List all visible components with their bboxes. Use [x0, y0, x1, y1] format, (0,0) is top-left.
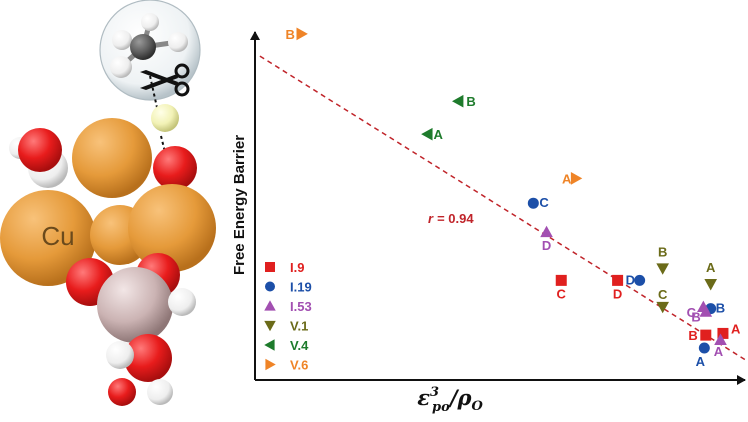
point-label-v-1-c: C [658, 287, 668, 302]
point-i-53-a [714, 333, 727, 345]
legend: I.9 I.19 I.53 V.1 V.4 V.6 [264, 260, 312, 373]
point-label-i-19-b: B [716, 301, 725, 316]
correlation-annotation: r = 0.94 [428, 211, 474, 226]
point-i-19-c [527, 197, 539, 209]
x-label-sep: / [448, 385, 460, 410]
point-i-53-d [540, 225, 553, 238]
legend-marker-i-9 [265, 262, 275, 272]
legend-marker-i-19 [265, 281, 275, 292]
point-label-i-53-d: D [542, 238, 551, 253]
molecule-illustration: Cu [0, 0, 216, 406]
point-i-9-c [555, 274, 567, 286]
legend-label-i-9: I.9 [290, 260, 304, 275]
fit-line [259, 55, 746, 361]
scissors-icon [140, 63, 190, 97]
point-v-1-b [656, 263, 670, 275]
point-label-v-1-a: A [706, 260, 716, 275]
point-label-i-53-a: A [714, 344, 724, 359]
point-label-i-9-b: B [688, 328, 697, 343]
point-v-4-b [452, 94, 464, 108]
point-v-1-a [704, 279, 718, 291]
cu-label: Cu [41, 221, 74, 251]
x-label-base: ε [417, 385, 430, 410]
point-v-6-b [296, 27, 308, 41]
legend-marker-i-53 [264, 300, 276, 311]
point-i-9-b [700, 329, 712, 341]
legend-label-v-4: V.4 [290, 338, 309, 353]
point-label-v-6-a: A [562, 171, 572, 186]
legend-label-v-1: V.1 [290, 319, 308, 334]
point-label-i-9-a: A [731, 321, 741, 336]
point-label-i-53-c: C [687, 305, 697, 320]
point-i-19-a [698, 342, 710, 354]
point-label-i-9-c: C [557, 286, 567, 301]
point-i-19-d [634, 274, 646, 286]
point-label-i-19-c: C [539, 195, 549, 210]
point-i-9-a [717, 327, 729, 339]
point-label-i-9-d: D [613, 286, 622, 301]
x-label-den-sub: O [471, 399, 483, 414]
point-v-6-a [570, 172, 583, 185]
methane-bubble [99, 0, 201, 101]
point-label-v-4-a: A [433, 127, 443, 142]
chart: Free Energy Barrier ε3 po/ρO r = 0.94 ABC D… [231, 27, 746, 415]
point-label-v-6-b: B [286, 27, 295, 42]
x-label-sub: po [432, 400, 450, 415]
legend-label-i-53: I.53 [290, 299, 312, 314]
point-label-i-19-a: A [696, 354, 706, 369]
dopant-atom [151, 104, 179, 132]
legend-marker-v-4 [264, 339, 275, 351]
legend-label-i-19: I.19 [290, 280, 312, 295]
x-label-den: ρ [456, 385, 472, 410]
point-label-v-1-b: B [658, 244, 667, 259]
point-i-9-d [612, 274, 624, 286]
y-axis-label: Free Energy Barrier [231, 135, 248, 275]
r-symbol: r [428, 211, 434, 226]
point-i-53-c [697, 300, 710, 312]
point-label-i-19-d: D [626, 272, 635, 287]
r-value: = 0.94 [437, 211, 474, 226]
point-label-i-53-b: B [691, 310, 700, 325]
legend-marker-v-1 [264, 320, 276, 332]
point-v-4-a [421, 127, 433, 141]
x-label-sup: 3 [430, 385, 439, 400]
point-v-1-c [656, 301, 670, 314]
legend-label-v-6: V.6 [290, 358, 308, 373]
x-axis-label: ε3 po/ρO [417, 385, 483, 415]
dotted-arrow-down-icon [149, 75, 159, 113]
legend-marker-v-6 [265, 358, 276, 371]
point-label-v-4-b: B [466, 94, 475, 109]
